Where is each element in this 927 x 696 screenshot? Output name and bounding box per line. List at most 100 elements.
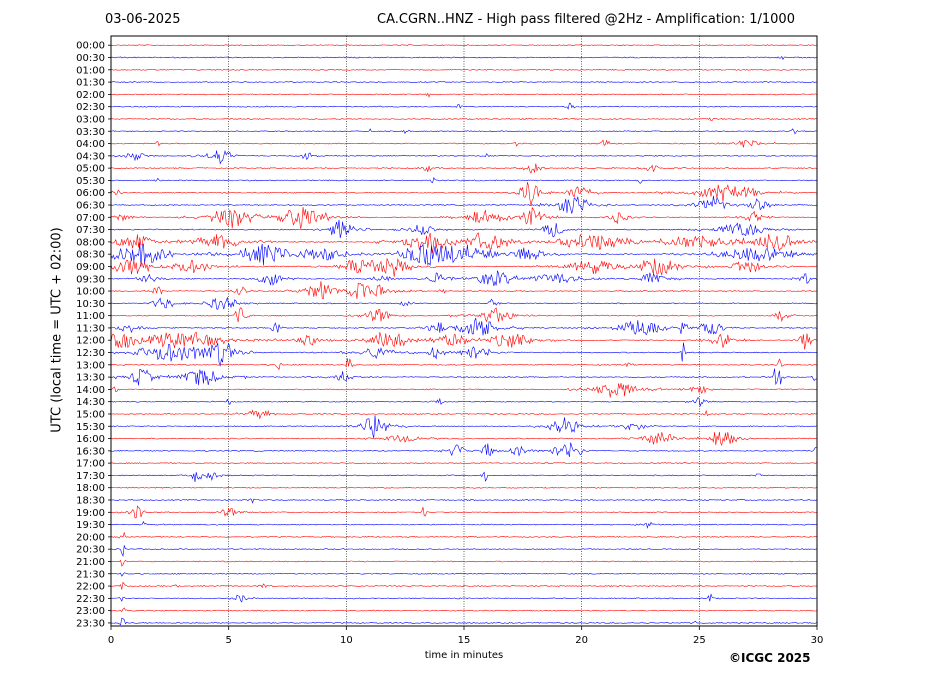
y-tick-label: 05:00 [76,164,105,175]
trace-row-1800 [110,486,817,489]
trace-row-1900 [110,505,817,519]
y-tick-label: 00:30 [76,53,105,64]
y-tick-label: 02:00 [76,90,105,101]
trace-row-1630 [110,442,817,458]
y-tick-label: 18:30 [76,496,105,507]
y-tick-label: 05:30 [76,176,105,187]
x-tick-label: 30 [811,635,824,646]
trace-row-0300 [110,117,817,122]
y-tick-label: 04:00 [76,139,105,150]
y-tick-label: 18:00 [76,483,105,494]
y-tick-label: 17:30 [76,471,105,482]
trace-row-1000 [110,281,817,300]
y-tick-label: 07:00 [76,213,105,224]
y-tick-label: 16:00 [76,434,105,445]
trace-row-2300 [110,607,817,612]
trace-row-0930 [110,270,817,287]
trace-row-0900 [110,257,817,277]
trace-row-1530 [110,415,817,439]
trace-row-0200 [110,92,817,98]
y-tick-label: 16:30 [76,446,105,457]
trace-row-0730 [110,219,817,239]
y-tick-label: 15:30 [76,422,105,433]
y-tick-label: 20:30 [76,545,105,556]
y-tick-label: 08:30 [76,250,105,261]
y-tick-label: 19:00 [76,508,105,519]
trace-row-1330 [110,368,817,386]
date-label: 03-06-2025 [105,12,181,27]
y-tick-label: 14:00 [76,385,105,396]
y-tick-label: 22:00 [76,582,105,593]
y-tick-label: 13:00 [76,360,105,371]
trace-row-0100 [110,68,817,71]
y-tick-label: 07:30 [76,225,105,236]
trace-row-0130 [110,81,817,84]
y-tick-label: 10:00 [76,287,105,298]
trace-row-2200 [110,581,817,590]
trace-row-1930 [110,520,817,529]
trace-row-1030 [110,297,817,310]
x-tick-label: 0 [108,635,114,646]
trace-row-1300 [110,358,817,371]
y-tick-label: 12:00 [76,336,105,347]
chart-title: CA.CGRN..HNZ - High pass filtered @2Hz -… [377,12,795,27]
x-tick-label: 10 [340,635,353,646]
y-tick-label: 12:30 [76,348,105,359]
trace-row-0630 [110,195,817,214]
trace-row-0530 [110,176,817,184]
x-tick-label: 25 [693,635,706,646]
trace-row-1730 [110,471,817,483]
x-tick-label: 15 [458,635,471,646]
y-tick-label: 00:00 [76,41,105,52]
y-tick-label: 06:30 [76,201,105,212]
y-tick-label: 01:30 [76,78,105,89]
trace-row-1500 [110,409,817,420]
y-tick-label: 06:00 [76,188,105,199]
y-tick-label: 15:00 [76,409,105,420]
y-tick-label: 17:00 [76,459,105,470]
trace-row-1100 [110,307,817,323]
y-tick-label: 04:30 [76,151,105,162]
y-tick-label: 02:30 [76,102,105,113]
y-tick-label: 09:00 [76,262,105,273]
trace-row-2130 [110,572,817,577]
trace-row-0600 [110,182,817,206]
trace-row-1600 [110,431,817,446]
trace-row-1700 [110,462,817,465]
copyright-label: ©ICGC 2025 [729,651,811,665]
trace-row-0230 [110,102,817,110]
trace-row-1130 [110,317,817,336]
y-tick-label: 20:00 [76,532,105,543]
x-axis-label: time in minutes [424,650,504,661]
y-tick-label: 03:00 [76,114,105,125]
trace-row-2000 [110,531,817,539]
trace-row-0830 [110,242,817,267]
y-tick-label: 14:30 [76,397,105,408]
trace-row-1830 [110,498,817,504]
trace-row-1400 [110,383,817,398]
y-tick-label: 03:30 [76,127,105,138]
y-tick-label: 19:30 [76,520,105,531]
trace-row-0800 [110,232,817,254]
y-tick-label: 11:30 [76,323,105,334]
y-tick-label: 23:30 [76,618,105,629]
trace-row-2030 [110,544,817,557]
y-tick-label: 08:00 [76,237,105,248]
trace-row-0700 [110,207,817,229]
trace-row-1200 [110,331,817,350]
trace-layer [110,44,817,626]
trace-row-2330 [110,617,817,626]
trace-row-0400 [110,139,817,148]
x-tick-label: 5 [225,635,231,646]
trace-row-0330 [110,128,817,135]
y-tick-label: 11:00 [76,311,105,322]
trace-row-0430 [110,150,817,165]
trace-row-0030 [110,55,817,61]
y-tick-label: 10:30 [76,299,105,310]
trace-row-0000 [110,44,817,47]
grid-lines [228,36,700,626]
trace-row-1230 [110,342,817,367]
y-tick-label: 23:00 [76,606,105,617]
y-tick-label: 21:00 [76,557,105,568]
